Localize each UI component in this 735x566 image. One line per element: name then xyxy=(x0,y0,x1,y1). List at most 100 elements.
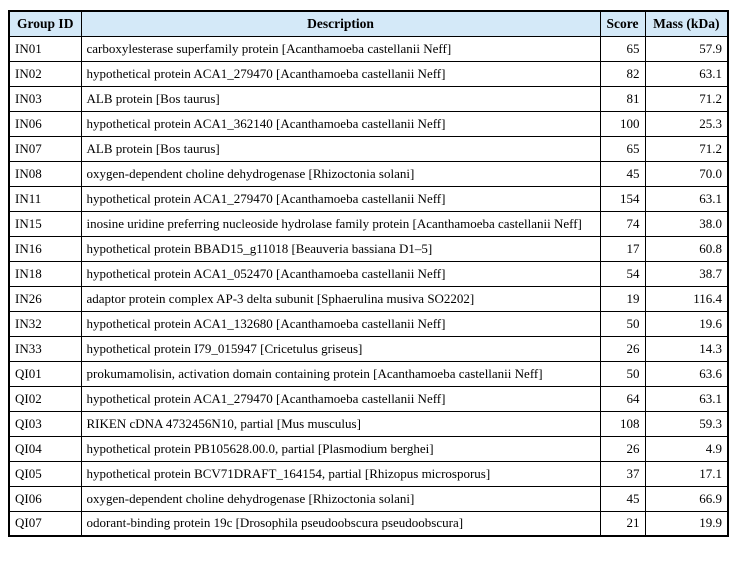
cell-score: 50 xyxy=(599,310,646,337)
cell-description: adaptor protein complex AP-3 delta subun… xyxy=(80,285,601,312)
cell-group-id: IN16 xyxy=(8,235,82,262)
table-row: IN06 hypothetical protein ACA1_362140 [A… xyxy=(8,110,729,137)
cell-score: 50 xyxy=(599,360,646,387)
cell-mass: 14.3 xyxy=(644,335,729,362)
cell-description: hypothetical protein PB105628.00.0, part… xyxy=(80,435,601,462)
cell-score: 82 xyxy=(599,60,646,87)
cell-group-id: QI06 xyxy=(8,485,82,512)
cell-mass: 70.0 xyxy=(644,160,729,187)
cell-description: ALB protein [Bos taurus] xyxy=(80,85,601,112)
table-row: IN26 adaptor protein complex AP-3 delta … xyxy=(8,285,729,312)
table-row: QI05 hypothetical protein BCV71DRAFT_164… xyxy=(8,460,729,487)
cell-group-id: IN08 xyxy=(8,160,82,187)
table-row: IN18 hypothetical protein ACA1_052470 [A… xyxy=(8,260,729,287)
column-header-description: Description xyxy=(80,10,601,37)
cell-description: inosine uridine preferring nucleoside hy… xyxy=(80,210,601,237)
cell-mass: 19.6 xyxy=(644,310,729,337)
cell-mass: 57.9 xyxy=(644,35,729,62)
table-row: IN16 hypothetical protein BBAD15_g11018 … xyxy=(8,235,729,262)
table-row: QI02 hypothetical protein ACA1_279470 [A… xyxy=(8,385,729,412)
table-row: QI06 oxygen-dependent choline dehydrogen… xyxy=(8,485,729,512)
results-table: Group ID Description Score Mass (kDa) IN… xyxy=(8,10,729,537)
cell-group-id: IN26 xyxy=(8,285,82,312)
cell-score: 54 xyxy=(599,260,646,287)
table-header-row: Group ID Description Score Mass (kDa) xyxy=(8,10,729,37)
cell-mass: 66.9 xyxy=(644,485,729,512)
cell-score: 19 xyxy=(599,285,646,312)
cell-description: hypothetical protein I79_015947 [Cricetu… xyxy=(80,335,601,362)
cell-score: 21 xyxy=(599,510,646,537)
cell-score: 45 xyxy=(599,485,646,512)
cell-group-id: IN33 xyxy=(8,335,82,362)
table-row: QI03 RIKEN cDNA 4732456N10, partial [Mus… xyxy=(8,410,729,437)
cell-group-id: QI07 xyxy=(8,510,82,537)
table-row: IN07 ALB protein [Bos taurus] 65 71.2 xyxy=(8,135,729,162)
cell-score: 26 xyxy=(599,435,646,462)
table-row: QI04 hypothetical protein PB105628.00.0,… xyxy=(8,435,729,462)
cell-description: oxygen-dependent choline dehydrogenase [… xyxy=(80,160,601,187)
cell-score: 81 xyxy=(599,85,646,112)
cell-group-id: IN15 xyxy=(8,210,82,237)
column-header-group-id: Group ID xyxy=(8,10,82,37)
cell-group-id: IN03 xyxy=(8,85,82,112)
cell-mass: 60.8 xyxy=(644,235,729,262)
table-body: IN01 carboxylesterase superfamily protei… xyxy=(8,35,729,537)
table-row: QI01 prokumamolisin, activation domain c… xyxy=(8,360,729,387)
cell-mass: 38.7 xyxy=(644,260,729,287)
cell-description: ALB protein [Bos taurus] xyxy=(80,135,601,162)
cell-score: 37 xyxy=(599,460,646,487)
cell-description: oxygen-dependent choline dehydrogenase [… xyxy=(80,485,601,512)
cell-group-id: IN07 xyxy=(8,135,82,162)
table-row: IN11 hypothetical protein ACA1_279470 [A… xyxy=(8,185,729,212)
cell-group-id: QI02 xyxy=(8,385,82,412)
table-row: IN03 ALB protein [Bos taurus] 81 71.2 xyxy=(8,85,729,112)
cell-description: carboxylesterase superfamily protein [Ac… xyxy=(80,35,601,62)
cell-group-id: QI05 xyxy=(8,460,82,487)
cell-description: hypothetical protein ACA1_132680 [Acanth… xyxy=(80,310,601,337)
cell-mass: 63.1 xyxy=(644,385,729,412)
cell-mass: 63.1 xyxy=(644,185,729,212)
cell-score: 65 xyxy=(599,135,646,162)
cell-group-id: IN32 xyxy=(8,310,82,337)
cell-mass: 116.4 xyxy=(644,285,729,312)
cell-mass: 71.2 xyxy=(644,85,729,112)
table-row: IN15 inosine uridine preferring nucleosi… xyxy=(8,210,729,237)
cell-score: 100 xyxy=(599,110,646,137)
table-row: IN33 hypothetical protein I79_015947 [Cr… xyxy=(8,335,729,362)
cell-description: hypothetical protein BBAD15_g11018 [Beau… xyxy=(80,235,601,262)
cell-description: hypothetical protein ACA1_362140 [Acanth… xyxy=(80,110,601,137)
cell-mass: 63.6 xyxy=(644,360,729,387)
cell-group-id: QI04 xyxy=(8,435,82,462)
table-row: IN01 carboxylesterase superfamily protei… xyxy=(8,35,729,62)
cell-description: hypothetical protein ACA1_279470 [Acanth… xyxy=(80,60,601,87)
cell-score: 154 xyxy=(599,185,646,212)
cell-mass: 38.0 xyxy=(644,210,729,237)
cell-score: 64 xyxy=(599,385,646,412)
cell-group-id: QI03 xyxy=(8,410,82,437)
cell-score: 17 xyxy=(599,235,646,262)
cell-description: hypothetical protein BCV71DRAFT_164154, … xyxy=(80,460,601,487)
cell-mass: 19.9 xyxy=(644,510,729,537)
cell-description: hypothetical protein ACA1_279470 [Acanth… xyxy=(80,385,601,412)
cell-description: odorant-binding protein 19c [Drosophila … xyxy=(80,510,601,537)
cell-group-id: IN18 xyxy=(8,260,82,287)
cell-description: RIKEN cDNA 4732456N10, partial [Mus musc… xyxy=(80,410,601,437)
table-row: IN08 oxygen-dependent choline dehydrogen… xyxy=(8,160,729,187)
cell-mass: 4.9 xyxy=(644,435,729,462)
cell-group-id: IN06 xyxy=(8,110,82,137)
cell-mass: 25.3 xyxy=(644,110,729,137)
cell-group-id: QI01 xyxy=(8,360,82,387)
cell-description: hypothetical protein ACA1_052470 [Acanth… xyxy=(80,260,601,287)
cell-score: 26 xyxy=(599,335,646,362)
cell-score: 65 xyxy=(599,35,646,62)
cell-group-id: IN11 xyxy=(8,185,82,212)
cell-group-id: IN01 xyxy=(8,35,82,62)
column-header-mass: Mass (kDa) xyxy=(644,10,729,37)
column-header-score: Score xyxy=(599,10,646,37)
table-row: QI07 odorant-binding protein 19c [Drosop… xyxy=(8,510,729,537)
cell-score: 108 xyxy=(599,410,646,437)
cell-mass: 63.1 xyxy=(644,60,729,87)
cell-mass: 71.2 xyxy=(644,135,729,162)
cell-mass: 17.1 xyxy=(644,460,729,487)
